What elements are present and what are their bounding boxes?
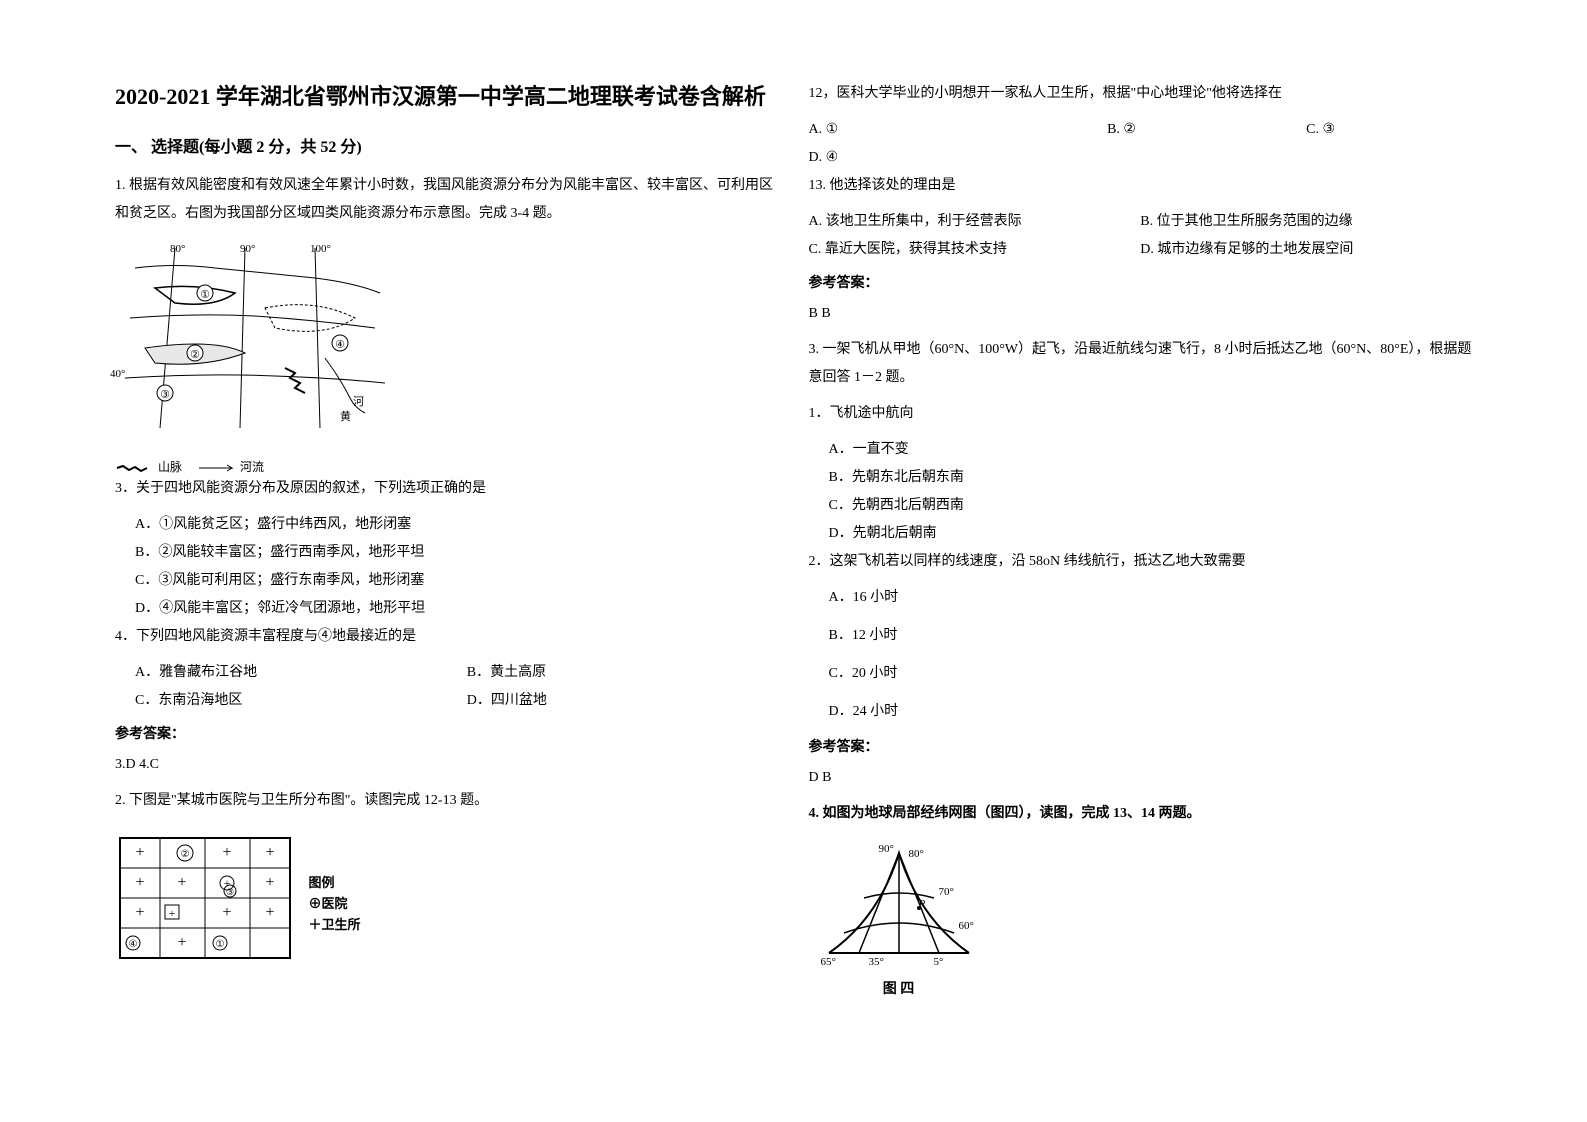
q2-sub12: 12，医科大学毕业的小明想开一家私人卫生所，根据"中心地理论"他将选择在 [809,80,1473,108]
q1-answer: 3.D 4.C [115,751,779,779]
svg-text:①: ① [216,939,225,950]
q2-13-c: C. 靠近大医院，获得其技术支持 [809,236,1141,264]
q4-caption: 图 四 [809,978,989,998]
q1-sub4-a: A．雅鲁藏布江谷地 [115,659,447,687]
fig4-5: 5° [934,956,944,968]
fig-lat40: 40° [110,368,125,380]
q3-1-b: B．先朝东北后朝东南 [809,464,1473,492]
legend-title: 图例 [309,873,361,894]
q2-sub13: 13. 他选择该处的理由是 [809,172,1473,200]
question-2-continued: 12，医科大学毕业的小明想开一家私人卫生所，根据"中心地理论"他将选择在 A. … [809,80,1473,328]
q1-sub3-c: C．③风能可利用区；盛行东南季风，地形闭塞 [115,567,779,595]
q2-legend: 图例 ⊕医院 ＋卫生所 [309,873,361,935]
legend-river: 河流 [240,460,264,474]
legend-hospital: ⊕医院 [309,894,361,915]
question-3: 3. 一架飞机从甲地（60°N、100°W）起飞，沿最近航线匀速飞行，8 小时后… [809,336,1473,792]
q2-13-d: D. 城市边缘有足够的土地发展空间 [1140,236,1472,264]
svg-text:③: ③ [160,389,170,401]
svg-text:+: + [222,904,231,921]
q1-answer-header: 参考答案： [115,723,779,743]
q1-figure: ① ② ③ ④ 80° 90° 100° 40° 河 黄 [115,238,395,448]
q3-2-d: D．24 小时 [809,698,1473,726]
q3-1-a: A．一直不变 [809,436,1473,464]
q3-1-d: D．先朝北后朝南 [809,520,1473,548]
q1-figure-legend: 山脉 河流 [115,458,779,475]
q1-stem: 1. 根据有效风能密度和有效风速全年累计小时数，我国风能资源分布分为风能丰富区、… [115,172,779,228]
q2-12-d: D. ④ [809,144,1074,172]
fig-lon100: 100° [310,243,331,255]
q1-sub3: 3．关于四地风能资源分布及原因的叙述，下列选项正确的是 [115,475,779,503]
svg-text:②: ② [181,849,190,860]
q3-sub1: 1．飞机途中航向 [809,400,1473,428]
svg-text:+: + [169,906,176,920]
q1-sub3-a: A．①风能贫乏区；盛行中纬西风，地形闭塞 [115,511,779,539]
q3-2-a: A．16 小时 [809,584,1473,612]
legend-clinic: ＋卫生所 [309,915,361,936]
fig-huang: 黄 [340,408,351,424]
fig-river: 河 [353,393,364,409]
svg-text:③: ③ [226,887,234,897]
question-4: 4. 如图为地球局部经纬网图（图四），读图，完成 13、14 两题。 90° 8… [809,800,1473,998]
q2-stem: 2. 下图是"某城市医院与卫生所分布图"。读图完成 12-13 题。 [115,787,779,815]
q3-answer: D B [809,764,1473,792]
q1-sub4-d: D．四川盆地 [447,687,779,715]
q4-figure: 90° 80° 70° 60° P 65° 35° 5° [809,838,989,968]
q3-sub2: 2．这架飞机若以同样的线速度，沿 58oN 纬线航行，抵达乙地大致需要 [809,548,1473,576]
exam-title: 2020-2021 学年湖北省鄂州市汉源第一中学高二地理联考试卷含解析 [115,80,779,113]
svg-text:+: + [135,904,144,921]
svg-text:+: + [135,874,144,891]
fig4-80: 80° [909,848,924,860]
section-header: 一、 选择题(每小题 2 分，共 52 分) [115,133,779,157]
svg-text:+: + [177,874,186,891]
q2-13-a: A. 该地卫生所集中，利于经营表际 [809,208,1141,236]
q3-2-b: B．12 小时 [809,622,1473,650]
svg-text:+: + [135,844,144,861]
q2-12-c: C. ③ [1306,116,1472,144]
q2-13-b: B. 位于其他卫生所服务范围的边缘 [1140,208,1472,236]
svg-text:+: + [265,904,274,921]
q1-sub4-c: C．东南沿海地区 [115,687,447,715]
fig-lon80: 80° [170,243,185,255]
q3-2-c: C．20 小时 [809,660,1473,688]
q1-sub3-d: D．④风能丰富区；邻近冷气团源地，地形平坦 [115,595,779,623]
svg-text:+: + [265,874,274,891]
svg-text:+: + [265,844,274,861]
fig4-70: 70° [939,886,954,898]
svg-text:①: ① [200,289,210,301]
q2-answer: B B [809,300,1473,328]
fig4-90: 90° [879,843,894,855]
q4-stem: 4. 如图为地球局部经纬网图（图四），读图，完成 13、14 两题。 [809,800,1473,828]
svg-text:②: ② [190,349,200,361]
question-1: 1. 根据有效风能密度和有效风速全年累计小时数，我国风能资源分布分为风能丰富区、… [115,172,779,779]
q3-answer-header: 参考答案： [809,736,1473,756]
question-2: 2. 下图是"某城市医院与卫生所分布图"。读图完成 12-13 题。 + + +… [115,787,779,973]
q1-sub4-b: B．黄土高原 [447,659,779,687]
fig4-35: 35° [869,956,884,968]
q1-sub3-b: B．②风能较丰富区；盛行西南季风，地形平坦 [115,539,779,567]
q2-12-a: A. ① [809,116,1108,144]
fig4-p: P [919,898,926,910]
fig-lon90: 90° [240,243,255,255]
q2-12-b: B. ② [1107,116,1306,144]
q2-answer-header: 参考答案： [809,272,1473,292]
q3-1-c: C．先朝西北后朝西南 [809,492,1473,520]
svg-text:+: + [177,934,186,951]
fig4-65: 65° [821,956,836,968]
svg-text:+: + [222,844,231,861]
q1-sub4: 4．下列四地风能资源丰富程度与④地最接近的是 [115,623,779,651]
svg-text:④: ④ [129,939,138,950]
svg-text:④: ④ [335,339,345,351]
q2-figure: + + + ② + + + ③ + + + + + ④ + ① [115,833,295,963]
legend-mountain: 山脉 [158,460,182,474]
fig4-60: 60° [959,920,974,932]
q3-stem: 3. 一架飞机从甲地（60°N、100°W）起飞，沿最近航线匀速飞行，8 小时后… [809,336,1473,392]
